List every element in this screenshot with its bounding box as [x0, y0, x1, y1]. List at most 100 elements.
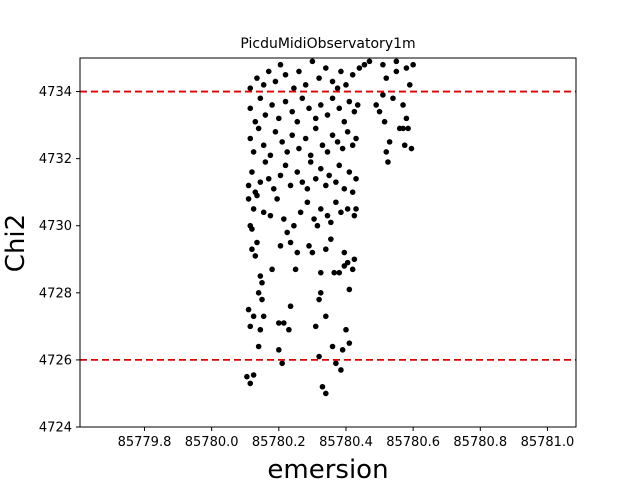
data-point: [267, 152, 274, 159]
y-tick-label: 4732: [39, 152, 72, 167]
data-point: [333, 199, 339, 206]
data-point: [312, 175, 319, 182]
data-points: [244, 58, 416, 397]
data-point: [284, 149, 290, 155]
data-point: [304, 186, 311, 192]
data-point: [250, 206, 257, 212]
data-point: [353, 135, 359, 142]
data-point: [393, 68, 400, 75]
y-tick-label: 4734: [39, 85, 72, 100]
x-axis-ticks: 85779.8 85780.0 85780.2 85780.4 85780.6 85780…: [118, 427, 574, 450]
data-point: [249, 169, 255, 175]
data-point: [376, 108, 383, 115]
data-point: [380, 61, 386, 68]
data-point: [356, 65, 363, 71]
data-point: [291, 222, 297, 229]
data-point: [279, 360, 285, 367]
data-point: [319, 142, 326, 149]
data-point: [279, 139, 285, 145]
data-point: [252, 253, 259, 259]
data-point: [282, 98, 289, 105]
data-point: [405, 125, 411, 132]
data-point: [245, 182, 252, 189]
data-point: [351, 212, 358, 219]
data-point: [312, 125, 319, 132]
data-point: [349, 71, 356, 78]
data-point: [336, 105, 343, 112]
data-point: [329, 343, 336, 350]
data-point: [343, 326, 349, 333]
data-point: [282, 71, 289, 78]
data-point: [329, 95, 336, 102]
x-tick-label: 85780.0: [185, 435, 239, 450]
data-point: [386, 139, 393, 145]
data-point: [306, 105, 312, 112]
data-point: [331, 269, 338, 276]
data-point: [269, 102, 275, 108]
data-point: [329, 132, 336, 138]
data-point: [291, 85, 297, 91]
data-point: [255, 343, 262, 350]
data-point: [385, 159, 391, 165]
data-point: [338, 209, 344, 216]
data-point: [257, 273, 264, 279]
data-point: [307, 152, 314, 159]
data-point: [254, 75, 260, 81]
data-point: [294, 249, 301, 256]
data-point: [257, 326, 264, 333]
data-point: [247, 85, 254, 91]
data-point: [281, 320, 287, 326]
data-point: [277, 172, 284, 179]
data-point: [244, 373, 250, 380]
y-axis-ticks: 4724 4726 4728 4730 4732 4734: [39, 85, 80, 436]
data-point: [277, 243, 284, 249]
data-point: [296, 68, 302, 75]
data-point: [247, 105, 254, 112]
data-point: [311, 216, 317, 222]
x-tick-label: 85780.4: [319, 435, 373, 450]
data-point: [281, 216, 287, 222]
data-point: [250, 372, 257, 378]
data-point: [265, 68, 272, 75]
data-point: [267, 212, 274, 219]
data-point: [349, 142, 356, 149]
data-point: [255, 290, 262, 296]
data-point: [316, 353, 322, 360]
data-point: [319, 383, 326, 390]
data-point: [260, 142, 267, 149]
data-point: [349, 189, 356, 195]
y-axis-label: Chi2: [1, 214, 31, 272]
data-point: [324, 149, 331, 155]
data-point: [317, 290, 324, 296]
data-point: [339, 145, 346, 152]
data-point: [299, 95, 306, 102]
data-point: [333, 179, 339, 185]
data-point: [250, 313, 257, 320]
y-tick-label: 4730: [39, 219, 72, 234]
data-point: [316, 75, 322, 81]
data-point: [317, 269, 324, 276]
data-point: [366, 58, 373, 65]
data-point: [344, 129, 351, 135]
data-point: [292, 266, 299, 273]
data-point: [346, 98, 353, 105]
data-point: [287, 182, 294, 189]
data-point: [312, 115, 319, 122]
data-point: [250, 149, 257, 155]
data-point: [304, 199, 311, 206]
data-point: [408, 145, 415, 152]
y-tick-label: 4726: [39, 353, 72, 368]
data-point: [390, 95, 396, 102]
data-point: [312, 323, 319, 330]
data-point: [354, 102, 361, 108]
data-point: [260, 209, 267, 216]
data-point: [317, 102, 324, 108]
data-point: [323, 65, 329, 71]
data-point: [339, 347, 346, 353]
data-point: [351, 108, 358, 115]
data-point: [255, 125, 262, 132]
data-point: [328, 219, 334, 226]
x-tick-label: 85780.6: [386, 435, 440, 450]
data-point: [294, 118, 301, 125]
data-point: [249, 246, 255, 253]
